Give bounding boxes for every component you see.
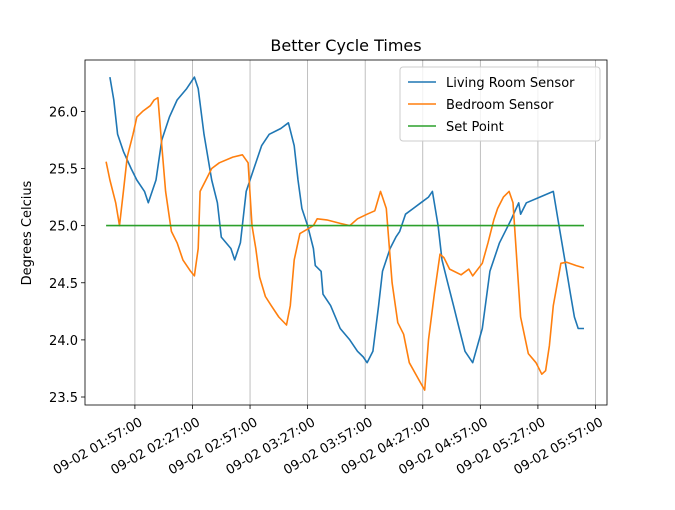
y-tick-label: 25.5 (49, 163, 78, 178)
legend-box (399, 66, 601, 142)
legend-label: Bedroom Sensor (446, 98, 554, 113)
y-tick-label: 23.5 (49, 391, 78, 406)
series-line (109, 76, 584, 364)
y-tick-label: 26.0 (49, 105, 78, 120)
legend-label: Living Room Sensor (446, 76, 575, 91)
axes-frame (84, 59, 608, 406)
y-axis-label: Degrees Celcius (20, 180, 35, 285)
series-line (105, 96, 585, 391)
chart-title: Better Cycle Times (270, 36, 421, 55)
legend-label: Set Point (446, 120, 504, 135)
y-tick-label: 24.5 (49, 277, 78, 292)
y-tick-label: 25.0 (49, 220, 78, 235)
y-tick-label: 24.0 (49, 334, 78, 349)
